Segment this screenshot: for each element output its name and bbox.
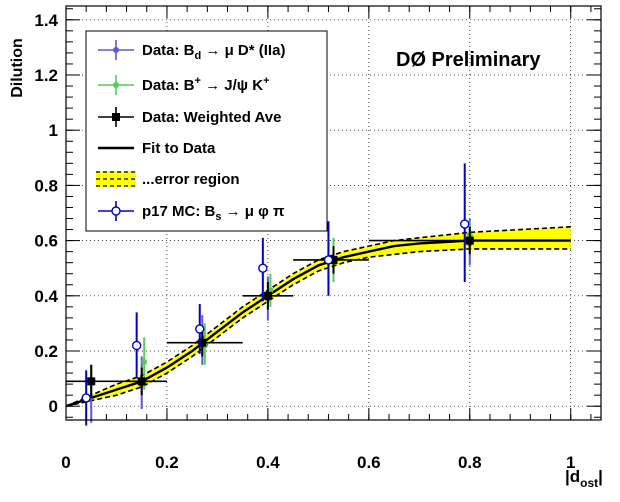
- x-axis-label: |dost|: [565, 467, 603, 490]
- legend-label: Data: B+ → J/ψ K+: [142, 75, 270, 94]
- legend-symbol-marker: [113, 47, 119, 53]
- x-tick-label: 1: [566, 453, 575, 472]
- data-point: [465, 236, 474, 245]
- y-tick-label: 0.4: [34, 287, 58, 306]
- legend-label: Fit to Data: [142, 140, 216, 157]
- y-tick-label: 0.8: [34, 176, 58, 195]
- data-point: [258, 263, 268, 273]
- data-point: [329, 255, 338, 264]
- error-region-fill: [66, 226, 571, 407]
- data-point: [198, 338, 207, 347]
- y-tick-label: 1.4: [34, 11, 58, 30]
- x-tick-label: 0.4: [256, 453, 280, 472]
- legend-symbol-band: [96, 171, 136, 187]
- x-tick-label: 0.8: [458, 453, 482, 472]
- axis-labels: Dilution |dost| DØ Preliminary: [9, 38, 603, 490]
- legend-label: ...error region: [142, 171, 240, 188]
- y-tick-label: 1: [49, 121, 58, 140]
- legend-label-main: Data: B: [142, 77, 195, 94]
- legend-label-sub: d: [195, 50, 202, 62]
- legend-label-sup: +: [195, 75, 201, 87]
- x-tick-label: 0: [61, 453, 70, 472]
- legend-box: [85, 30, 328, 232]
- legend-label-sub: s: [215, 211, 221, 223]
- legend-symbol-marker: [113, 82, 119, 88]
- legend-label: Data: Weighted Ave: [142, 109, 281, 126]
- legend-label-main: ...error region: [142, 171, 240, 188]
- legend-label-main: Data: B: [142, 42, 195, 59]
- data-point: [137, 377, 146, 386]
- axis-ticks: 0 0.2 0.4 0.6 0.8 1 0 0.2 0.4 0.6 0.8 1 1.2 1.4: [34, 6, 601, 472]
- data-point: [267, 287, 274, 294]
- legend-label-main: Data: Weighted Ave: [142, 109, 281, 126]
- plot-frame: [65, 5, 602, 421]
- data-point: [81, 393, 91, 403]
- error-region-upper: [65, 226, 571, 407]
- legend-label-sup2: +: [263, 75, 269, 87]
- legend-label-rest: → J/ψ K: [201, 77, 263, 94]
- legend-symbol-marker: [112, 113, 120, 121]
- y-tick-label: 1.2: [34, 66, 58, 85]
- x-tick-label: 0.6: [357, 453, 381, 472]
- y-axis-label: Dilution: [9, 38, 26, 98]
- chart-annotation: DØ Preliminary: [396, 49, 541, 71]
- x-axis-label-close: |: [598, 467, 603, 486]
- error-region-lower: [65, 248, 571, 407]
- data-series: [66, 163, 571, 426]
- legend-label-main: Fit to Data: [142, 140, 216, 157]
- data-point: [141, 359, 148, 366]
- y-tick-label: 0: [49, 397, 58, 416]
- x-tick-label: 0.2: [155, 453, 179, 472]
- data-point: [195, 324, 205, 334]
- legend-label: p17 MC: Bs → μ φ π: [142, 203, 285, 223]
- data-point: [131, 340, 142, 351]
- data-point: [460, 219, 470, 229]
- legend-label: Data: Bd → μ D* (IIa): [142, 42, 285, 62]
- y-tick-label: 0.6: [34, 232, 58, 251]
- data-point: [263, 291, 272, 300]
- legend-label-rest: → μ D* (IIa): [201, 42, 285, 59]
- legend-label-main: p17 MC: B: [142, 203, 216, 220]
- x-axis-label-sub: ost: [580, 476, 598, 490]
- legend-symbol-marker: [111, 206, 121, 216]
- y-tick-label: 0.2: [34, 342, 58, 361]
- x-axis-label-main: |d: [565, 467, 580, 486]
- data-point: [87, 377, 96, 386]
- data-point: [323, 255, 334, 265]
- legend: Data: Bd → μ D* (IIa)Data: B+ → J/ψ K+Da…: [85, 30, 328, 232]
- legend-label-rest: → μ φ π: [221, 203, 285, 220]
